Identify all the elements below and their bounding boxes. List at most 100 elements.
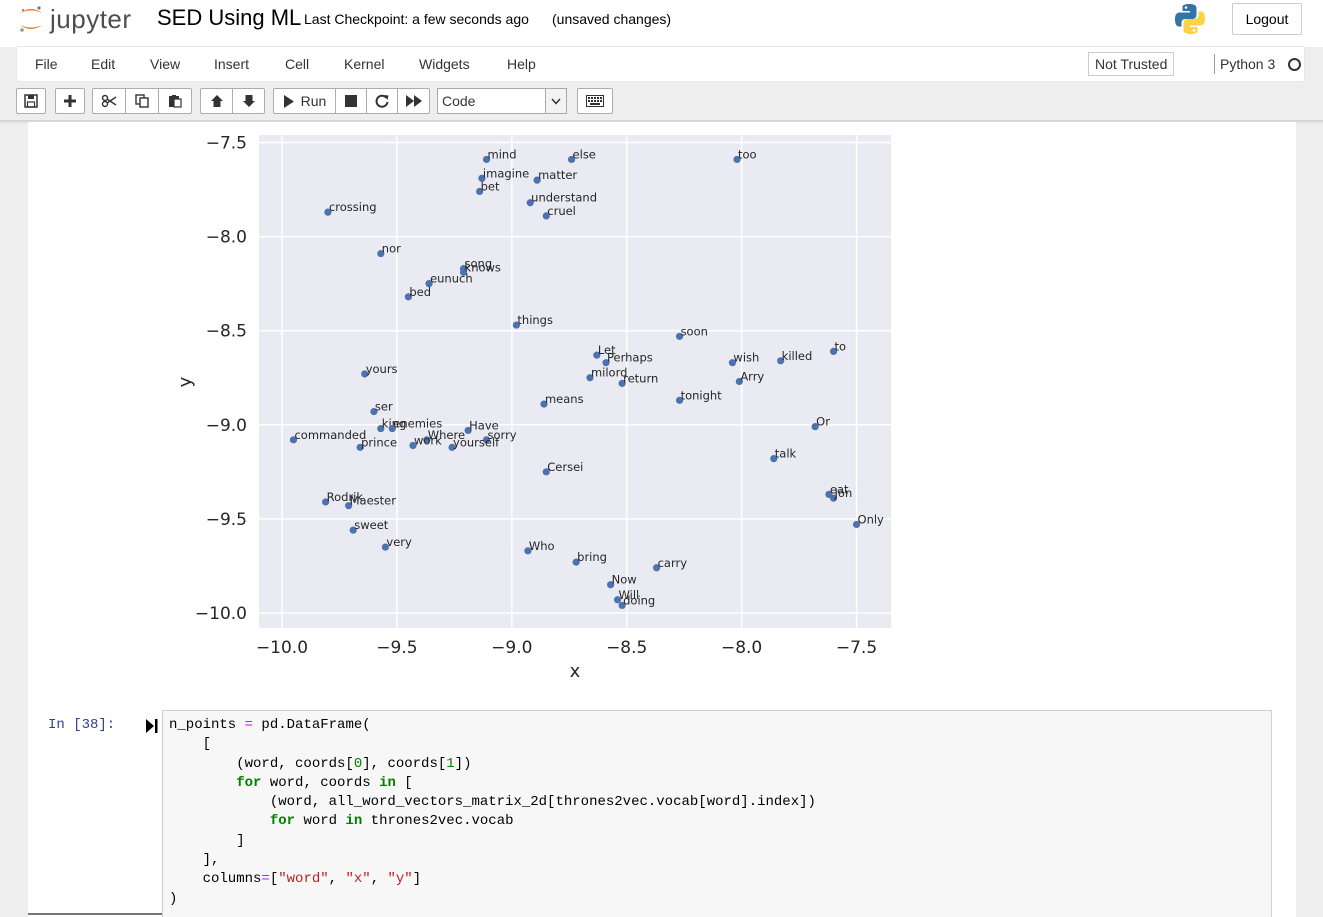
scatter-point [409, 441, 417, 450]
menu-edit[interactable]: Edit [91, 56, 116, 72]
insert-cell-button[interactable] [55, 88, 85, 114]
scatter-point [770, 455, 778, 463]
point-bring: bring [572, 550, 607, 566]
y-tick-label: −9.0 [206, 416, 247, 436]
scatter-point [524, 547, 532, 555]
point-to: to [829, 339, 847, 355]
point-sorry: sorry [482, 428, 517, 444]
point-tonight: tonight [675, 388, 722, 404]
save-button[interactable] [16, 88, 46, 114]
scatter-point [852, 520, 861, 529]
point-label: Maester [350, 494, 397, 508]
point-work: work [409, 433, 442, 450]
run-cell-icon[interactable] [146, 719, 158, 733]
jupyter-logo[interactable]: jupyter [18, 2, 132, 36]
move-down-button[interactable] [232, 88, 265, 114]
point-killed: killed [777, 349, 812, 365]
point-label: Perhaps [607, 351, 653, 365]
cell-type-select[interactable]: Code [437, 88, 567, 114]
menu-widgets[interactable]: Widgets [419, 56, 470, 72]
point-label: Or [816, 415, 830, 429]
scatter-point [540, 400, 548, 408]
scatter-point [388, 424, 396, 433]
menu-cell[interactable]: Cell [285, 56, 310, 72]
cut-button[interactable] [92, 88, 126, 114]
point-very: very [381, 535, 412, 551]
point-mind: mind [482, 147, 517, 164]
scatter-point [602, 359, 610, 367]
menu-help[interactable]: Help [507, 56, 536, 72]
chevron-down-icon[interactable] [545, 89, 566, 113]
menu-kernel[interactable]: Kernel [344, 56, 385, 72]
point-arry: Arry [735, 370, 764, 386]
copy-button[interactable] [125, 88, 159, 114]
scatter-point [829, 347, 838, 355]
scatter-point [448, 443, 456, 451]
menu-view[interactable]: View [150, 56, 181, 72]
copy-icon [135, 94, 149, 108]
scatter-point [482, 155, 491, 164]
restart-button[interactable] [366, 88, 398, 114]
point-label: eunuch [430, 272, 473, 286]
data-points: mind else too imagine matter bet understandcru… [289, 147, 884, 610]
x-tick-label: −7.5 [836, 638, 877, 658]
run-button[interactable]: Run [273, 88, 336, 114]
interrupt-button[interactable] [335, 88, 367, 114]
point-label: enemies [393, 417, 442, 431]
point-label: Arry [740, 370, 764, 384]
move-up-button[interactable] [200, 88, 233, 114]
point-label: sweet [354, 518, 389, 532]
scatter-point [542, 468, 550, 476]
scatter-point [476, 187, 484, 196]
point-label: bring [577, 550, 607, 564]
logout-button[interactable]: Logout [1232, 3, 1302, 35]
point-eat: eat [825, 482, 849, 499]
scatter-point [586, 374, 594, 382]
scatter-point [322, 498, 330, 506]
scatter-point [425, 280, 433, 288]
point-label: carry [658, 556, 688, 570]
point-eunuch: eunuch [425, 272, 473, 288]
point-or: Or [811, 415, 830, 431]
paste-button[interactable] [158, 88, 192, 114]
scatter-plot: −10.0 −9.5 −9.0 −8.5 −8.0 −7.5 −7.5 −8.0 −8.5 −9… [175, 134, 891, 682]
plot-area [259, 135, 891, 628]
scatter-point [377, 249, 385, 258]
point-crossing: crossing [324, 200, 377, 216]
run-all-button[interactable] [397, 88, 430, 114]
point-label: wish [733, 351, 759, 365]
code-editor[interactable]: n_points = pd.DataFrame( [ (word, coords… [162, 710, 1272, 917]
not-trusted-badge[interactable]: Not Trusted [1088, 52, 1175, 76]
point-label: to [835, 339, 847, 353]
menu-file[interactable]: File [35, 56, 58, 72]
y-tick-label: −9.5 [206, 510, 247, 530]
point-label: else [573, 147, 596, 161]
scatter-point [381, 543, 389, 551]
scatter-point [464, 426, 472, 435]
point-label: Cersei [547, 460, 583, 474]
point-label: too [738, 147, 757, 161]
point-yourself: yourself [448, 435, 500, 451]
point-label: ser [375, 400, 393, 414]
scatter-point [675, 332, 684, 340]
point-rodrik: Rodrik [322, 490, 363, 506]
scatter-point [377, 424, 385, 433]
restart-icon [375, 94, 389, 108]
y-tick-label: −8.5 [206, 322, 247, 342]
stop-icon [345, 95, 357, 107]
point-now: Now [607, 573, 637, 589]
fast-forward-icon [405, 95, 422, 107]
command-palette-button[interactable] [577, 88, 613, 114]
point-perhaps: Perhaps [602, 351, 653, 367]
x-axis-label: x [570, 661, 581, 682]
code-text[interactable]: n_points = pd.DataFrame( [ (word, coords… [169, 717, 816, 907]
point-label: understand [531, 191, 597, 205]
point-label: Now [612, 573, 637, 587]
scatter-point [735, 377, 743, 386]
point-return: return [618, 371, 658, 387]
point-label: mind [488, 147, 517, 161]
menu-insert[interactable]: Insert [214, 56, 250, 72]
point-bet: bet [476, 179, 500, 196]
notebook-title[interactable]: SED Using ML [157, 5, 302, 30]
point-understand: understand [526, 191, 597, 207]
